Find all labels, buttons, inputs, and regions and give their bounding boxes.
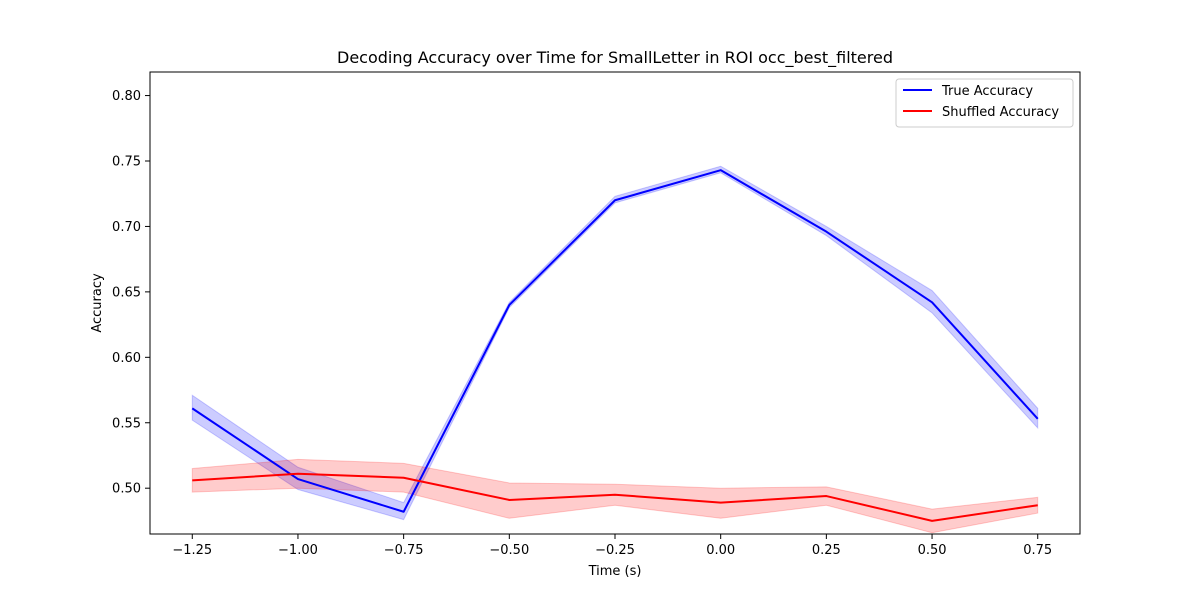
series-line-shuffled-accuracy — [192, 472, 1038, 522]
x-tick-label: −0.75 — [384, 543, 424, 558]
legend-box — [895, 78, 1074, 128]
y-tick-label: 0.50 — [112, 482, 141, 497]
x-tick-label: −0.50 — [489, 543, 529, 558]
y-axis-label: Accuracy — [90, 273, 105, 333]
x-tick-label: −1.25 — [172, 543, 212, 558]
y-tick-label: 0.65 — [112, 285, 141, 300]
x-tick-label: −1.00 — [278, 543, 318, 558]
legend-label-true-accuracy: True Accuracy — [941, 84, 1033, 99]
y-tick-label: 0.60 — [112, 351, 141, 366]
chart-title: Decoding Accuracy over Time for SmallLet… — [337, 48, 893, 68]
x-tick-label: 0.50 — [918, 543, 947, 558]
legend: True Accuracy Shuffled Accuracy — [895, 78, 1074, 128]
y-tick-label: 0.75 — [112, 154, 141, 169]
y-tick-label: 0.70 — [112, 220, 141, 235]
x-tick-label: 0.75 — [1023, 543, 1052, 558]
legend-label-shuffled-accuracy: Shuffled Accuracy — [942, 105, 1059, 120]
x-tick-label: −0.25 — [595, 543, 635, 558]
y-tick-label: 0.80 — [112, 89, 141, 104]
x-axis-ticks: −1.25 −1.00 −0.75 −0.50 −0.25 0.00 0.25 0.50 0.7… — [172, 534, 1052, 558]
y-tick-label: 0.55 — [112, 416, 141, 431]
x-axis-label: Time (s) — [588, 564, 642, 579]
confidence-band-true-accuracy — [191, 165, 1039, 521]
x-tick-label: 0.25 — [812, 543, 841, 558]
x-tick-label: 0.00 — [706, 543, 735, 558]
series-lines — [191, 169, 1039, 522]
y-axis-ticks: 0.50 0.55 0.60 0.65 0.70 0.75 0.80 — [112, 89, 150, 497]
series-line-true-accuracy — [191, 169, 1039, 513]
